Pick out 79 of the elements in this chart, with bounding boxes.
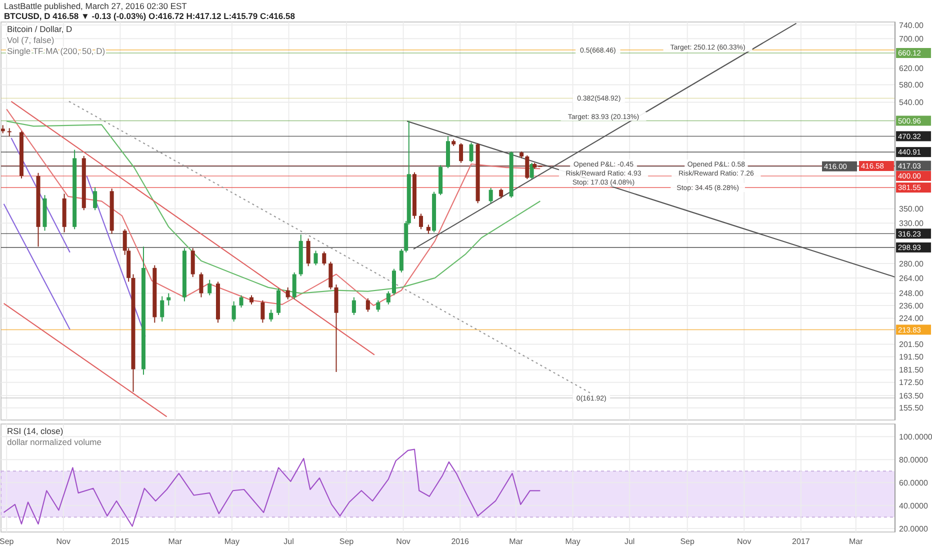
annotation: RSI (14, close) [7,426,64,436]
candlestick [328,261,333,290]
candlestick [469,142,474,163]
candlestick [286,286,290,300]
y-tick-label: 740.00 [899,20,924,30]
candlestick [7,128,12,137]
y-tick-label: 191.50 [899,352,924,362]
y-tick-label: 181.50 [899,366,924,375]
x-tick-label: Mar [848,537,864,546]
y-tick-label: 20.0000 [899,524,928,534]
line-series [3,448,541,527]
y-tick-label: 248.00 [899,289,924,298]
candlestick [232,300,236,322]
candlestick [166,292,171,306]
y-tick-label: 236.00 [899,301,924,310]
x-tick-label: Mar [168,537,182,546]
candlestick [322,251,326,266]
candlestick [418,213,423,230]
candlestick [488,187,493,204]
candlestick [260,300,265,324]
y-tick-label: 700.00 [899,34,924,44]
x-tick-label: May [224,537,240,546]
candlestick [352,296,356,316]
x-tick-label: Nov [396,537,410,546]
annotation: Bitcoin / Dollar, D [7,24,72,34]
candlestick [366,298,370,312]
candlestick [160,296,164,322]
annotation: Vol (7, false) [7,35,54,45]
x-tick-label: Mar [509,537,524,546]
y-tick-label: 201.50 [899,340,924,350]
y-tick-label: 350.00 [899,204,924,214]
candlestick [306,238,310,267]
chart-title: LastBattle published, March 27, 2016 02:30 EST [4,1,187,11]
y-tick-label: 540.00 [899,98,924,108]
y-tick-label: 100.0000 [899,432,932,442]
y-tick-label: 40.0000 [899,501,928,510]
candlestick [426,224,430,234]
candlestick [199,272,204,298]
candlestick [530,162,534,180]
candlestick [190,248,195,278]
candlestick [399,248,404,273]
candlestick [93,186,98,211]
candlestick [269,309,274,322]
x-tick-label: Nov [56,537,71,546]
x-tick-label: Sep [339,537,354,546]
candlestick [499,188,504,199]
x-tick-label: 2016 [451,537,470,546]
candlestick [525,154,530,180]
y-tick-label: 155.50 [899,404,924,413]
y-tick-label: 330.00 [899,218,924,228]
y-tick-label: 80.0000 [899,455,928,464]
y-tick-label: 620.00 [899,64,924,74]
x-tick-label: Sep [680,537,695,546]
candlestick [386,290,390,305]
y-tick-label: 60.0000 [899,478,928,488]
chart-subtitle: BTCUSD, D 416.58 ▼ -0.13 (-0.03%) O:416.72 H:417.12 L:415.79 C:416.58 [4,11,296,21]
candlestick [314,250,318,266]
x-tick-label: Nov [737,537,752,546]
x-tick-label: Jul [284,537,294,546]
candlestick [239,294,244,308]
candlestick [292,272,296,300]
candlestick [376,300,380,312]
y-tick-label: 280.00 [899,259,924,268]
y-tick-label: 264.00 [899,274,924,283]
candlestick [276,288,281,316]
y-tick-label: 580.00 [899,80,924,90]
x-tick-label: Sep [0,537,14,546]
x-tick-label: Jul [624,537,635,546]
candlestick [392,268,396,296]
candlestick [459,142,464,164]
x-tick-label: 2015 [111,537,130,546]
x-tick-label: 2017 [792,537,810,546]
y-tick-label: 163.50 [899,391,924,400]
x-tick-label: May [565,537,580,546]
y-tick-label: 224.00 [899,314,924,324]
annotation: dollar normalized volume [7,437,102,447]
candlestick [250,294,254,305]
y-tick-label: 172.50 [899,378,924,388]
candlestick [208,279,212,296]
